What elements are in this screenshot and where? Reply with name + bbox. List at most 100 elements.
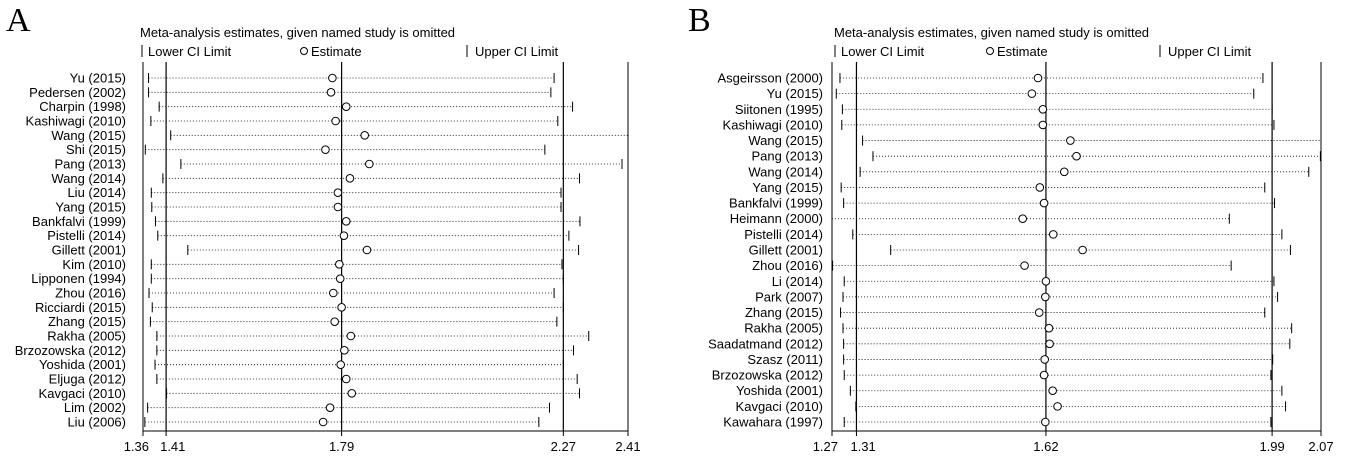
study-label: Bankfalvi (1999) — [729, 196, 823, 211]
panel-label-b: B — [688, 2, 711, 39]
estimate-point — [335, 274, 345, 283]
study-label: Yang (2015) — [55, 200, 126, 215]
study-label: Szasz (2011) — [747, 352, 823, 367]
legend-lower-label: Lower CI Limit — [148, 44, 231, 59]
estimate-point — [1020, 261, 1029, 270]
estimate-point — [1066, 136, 1075, 145]
study-label: Liu (2014) — [67, 185, 126, 200]
study-label: Li (2014) — [772, 274, 823, 289]
estimate-point — [335, 260, 344, 269]
estimate-point — [1033, 73, 1043, 83]
study-label: Kashiwagi (2010) — [26, 114, 126, 129]
legend-upper-label: Upper CI Limit — [1168, 44, 1251, 59]
study-label: Lipponen (1994) — [31, 271, 126, 286]
estimate-point — [1048, 230, 1058, 239]
study-label: Ricciardi (2015) — [35, 300, 126, 315]
legend-estimate-marker — [300, 47, 308, 55]
estimate-point — [321, 145, 330, 154]
study-label: Kim (2010) — [62, 257, 126, 272]
study-label: Kavgaci (2010) — [39, 386, 126, 401]
estimate-point — [1078, 245, 1087, 255]
study-label: Eljuga (2012) — [49, 372, 126, 387]
estimate-point — [326, 88, 336, 97]
study-label: Yoshida (2001) — [39, 357, 126, 372]
forest-plot-panel-a: A Meta-analysis estimates, given named s… — [6, 4, 641, 455]
legend-estimate-marker — [986, 47, 994, 55]
estimate-point — [1048, 386, 1057, 396]
study-label: Park (2007) — [755, 289, 823, 304]
study-label: Yoshida (2001) — [736, 383, 823, 398]
chart-title: Meta-analysis estimates, given named stu… — [140, 25, 455, 40]
estimate-point — [1040, 355, 1050, 364]
x-tick-label: 1.41 — [160, 439, 185, 454]
study-label: Pang (2013) — [54, 157, 126, 172]
x-tick-label: 1.31 — [850, 439, 875, 454]
study-label: Pistelli (2014) — [47, 228, 126, 243]
x-tick-label: 1.79 — [329, 439, 354, 454]
study-label: Yu (2015) — [70, 71, 126, 86]
study-label: Rakha (2005) — [47, 329, 126, 344]
forest-plot-a-svg: Meta-analysis estimates, given named stu… — [15, 25, 641, 454]
estimate-point — [1034, 308, 1044, 317]
study-label: Lim (2002) — [64, 400, 126, 415]
estimate-point — [1041, 417, 1050, 427]
study-label: Pedersen (2002) — [29, 85, 126, 100]
study-label: Charpin (1998) — [39, 99, 126, 114]
study-label: Wang (2015) — [748, 133, 823, 148]
estimate-point — [339, 231, 349, 240]
study-label: Rakha (2005) — [744, 321, 823, 336]
x-tick-label: 1.27 — [813, 439, 838, 454]
x-tick-label: 1.99 — [1259, 439, 1284, 454]
study-label: Pang (2013) — [751, 149, 823, 164]
study-label: Asgeirsson (2000) — [718, 71, 824, 86]
estimate-point — [328, 73, 337, 83]
study-label: Liu (2006) — [67, 415, 126, 430]
estimate-point — [1041, 292, 1050, 302]
estimate-point — [1038, 120, 1048, 130]
estimate-point — [1044, 323, 1054, 333]
estimate-point — [1038, 104, 1048, 114]
estimate-point — [337, 303, 346, 312]
study-label: Brzozowska (2012) — [712, 368, 823, 383]
study-label: Gillett (2001) — [52, 243, 126, 258]
x-tick-label: 1.36 — [124, 439, 149, 454]
chart-title: Meta-analysis estimates, given named stu… — [834, 25, 1149, 40]
x-tick-label: 1.62 — [1033, 439, 1058, 454]
estimate-point — [362, 245, 372, 255]
study-label: Siitonen (1995) — [735, 102, 823, 117]
estimate-point — [1053, 402, 1062, 411]
estimate-point — [341, 217, 351, 226]
study-label: Pistelli (2014) — [744, 227, 823, 242]
x-tick-label: 2.07 — [1308, 439, 1333, 454]
estimate-point — [1072, 151, 1081, 161]
legend-upper-label: Upper CI Limit — [475, 44, 558, 59]
study-label: Saadatmand (2012) — [708, 336, 823, 351]
estimate-point — [340, 346, 349, 355]
estimate-point — [1039, 370, 1049, 380]
study-label: Zhang (2015) — [745, 305, 823, 320]
estimate-point — [365, 159, 374, 169]
study-label: Yu (2015) — [767, 86, 823, 101]
estimate-point — [360, 131, 370, 140]
estimate-point — [1041, 276, 1051, 286]
estimate-point — [1027, 89, 1037, 98]
study-label: Bankfalvi (1999) — [32, 214, 126, 229]
study-label: Yang (2015) — [752, 180, 823, 195]
estimate-point — [331, 116, 340, 126]
study-label: Kawahara (1997) — [723, 415, 823, 430]
study-label: Wang (2014) — [748, 164, 823, 179]
study-label: Shi (2015) — [66, 142, 126, 157]
study-label: Wang (2015) — [51, 128, 126, 143]
study-label: Brzozowska (2012) — [15, 343, 126, 358]
study-label: Gillett (2001) — [749, 243, 823, 258]
estimate-point — [336, 360, 345, 369]
x-tick-label: 2.27 — [551, 439, 576, 454]
estimate-point — [318, 417, 328, 427]
study-label: Zhou (2016) — [752, 258, 823, 273]
study-label: Kashiwagi (2010) — [723, 117, 823, 132]
estimate-point — [341, 102, 351, 111]
estimate-point — [333, 202, 343, 212]
x-tick-label: 2.41 — [615, 439, 640, 454]
estimate-point — [1035, 183, 1045, 192]
estimate-point — [1018, 214, 1028, 224]
